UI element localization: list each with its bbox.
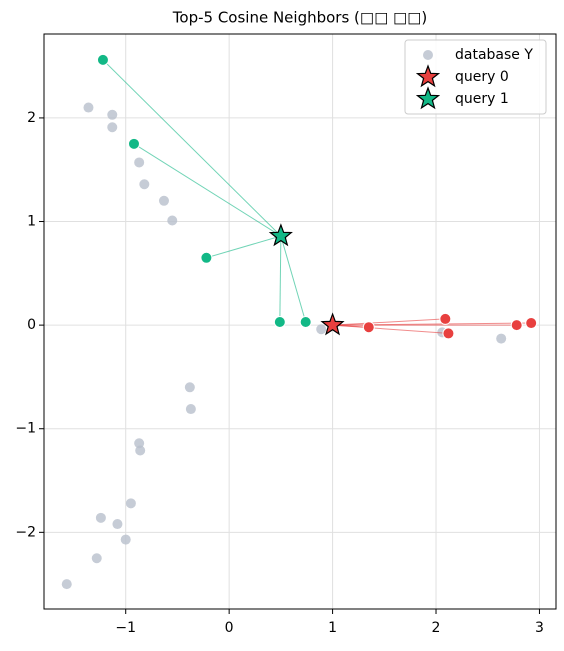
y-tick-label: −2 [15, 524, 36, 540]
legend-label: query 1 [455, 91, 509, 107]
x-tick-label: 1 [328, 620, 337, 636]
data-point [61, 579, 72, 590]
data-point [135, 445, 146, 456]
data-point [158, 195, 169, 206]
chart-title: Top-5 Cosine Neighbors (□□ □□) [172, 9, 427, 27]
data-point [107, 109, 118, 120]
data-point [107, 122, 118, 133]
x-tick-label: 3 [535, 620, 544, 636]
neighbor-link [279, 236, 282, 323]
data-point [120, 534, 131, 545]
neighbor-point [439, 312, 452, 325]
neighbor-point [510, 319, 523, 332]
data-point [496, 333, 507, 344]
plot-frame [43, 33, 557, 610]
data-point [167, 215, 178, 226]
neighbor-point [200, 251, 213, 264]
neighbor-link [332, 318, 446, 326]
y-tick-label: 0 [27, 317, 36, 333]
neighbor-point [362, 321, 375, 334]
data-point [91, 553, 102, 564]
neighbor-point [273, 316, 286, 329]
legend-label: database Y [455, 47, 533, 63]
data-point [125, 498, 136, 509]
neighbor-point [442, 327, 455, 340]
data-point [112, 519, 123, 530]
y-tick-label: −1 [15, 421, 36, 437]
data-point [184, 382, 195, 393]
data-point [83, 102, 94, 113]
legend-marker [415, 86, 441, 110]
y-tick-label: 1 [27, 214, 36, 230]
y-tick-label: 2 [27, 110, 36, 126]
x-tick-label: 2 [432, 620, 441, 636]
query-point [320, 312, 345, 336]
neighbor-point [96, 53, 109, 66]
legend-label: query 0 [455, 69, 509, 85]
neighbor-link [133, 143, 282, 237]
data-point [134, 157, 145, 168]
x-tick-label: −1 [115, 620, 136, 636]
legend-box [404, 39, 547, 115]
neighbor-point [299, 316, 312, 329]
query-point [268, 223, 293, 247]
neighbor-link [332, 324, 449, 334]
data-point [139, 179, 150, 190]
neighbor-link [102, 59, 282, 237]
legend-marker [415, 64, 441, 88]
legend-marker [423, 50, 433, 60]
data-point [316, 324, 327, 335]
neighbor-link [206, 235, 282, 259]
legend: database Y query 0 query 1 [404, 39, 547, 115]
neighbor-point [127, 137, 140, 150]
neighbor-link [280, 235, 307, 323]
x-tick-label: 0 [225, 620, 234, 636]
neighbor-point [525, 317, 538, 330]
data-point [185, 404, 196, 415]
data-point [95, 512, 106, 523]
